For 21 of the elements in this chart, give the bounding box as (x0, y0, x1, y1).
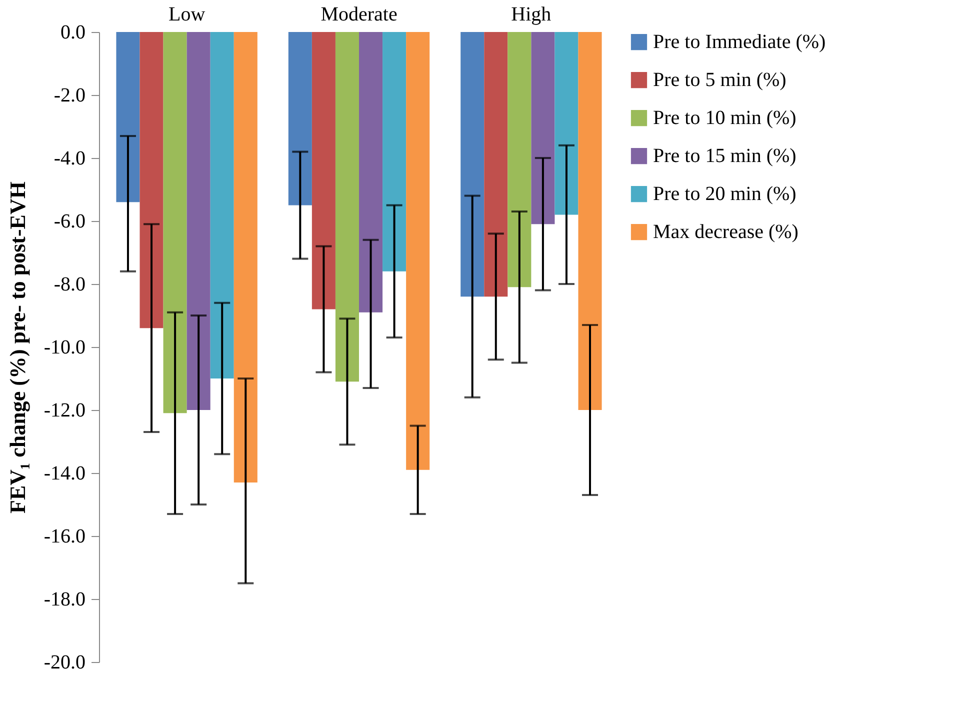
y-tick-label: -18.0 (44, 588, 86, 610)
y-tick-label: 0.0 (60, 22, 86, 44)
y-tick-label: -6.0 (54, 210, 86, 232)
legend-label: Pre to Immediate (%) (653, 31, 826, 53)
legend-label: Pre to 5 min (%) (653, 69, 786, 91)
y-tick-label: -10.0 (44, 336, 86, 358)
legend-label: Pre to 10 min (%) (653, 107, 796, 129)
y-tick-label: -16.0 (44, 526, 86, 548)
x-tick-label: Low (168, 4, 206, 26)
y-tick-label: -4.0 (54, 148, 86, 170)
legend-label: Max decrease (%) (653, 221, 798, 243)
x-tick-label: High (511, 4, 552, 26)
y-tick-label: -8.0 (54, 274, 86, 296)
y-tick-label: -12.0 (44, 400, 86, 422)
y-tick-label: -2.0 (54, 84, 86, 106)
y-axis-title: FEV₁ change (%) pre- to post-EVH (4, 182, 30, 514)
legend-label: Pre to 15 min (%) (653, 145, 796, 167)
y-tick-label: -14.0 (44, 462, 86, 484)
x-tick-label: Moderate (320, 4, 398, 26)
legend-label: Pre to 20 min (%) (653, 183, 796, 205)
y-tick-label: -20.0 (44, 652, 86, 674)
